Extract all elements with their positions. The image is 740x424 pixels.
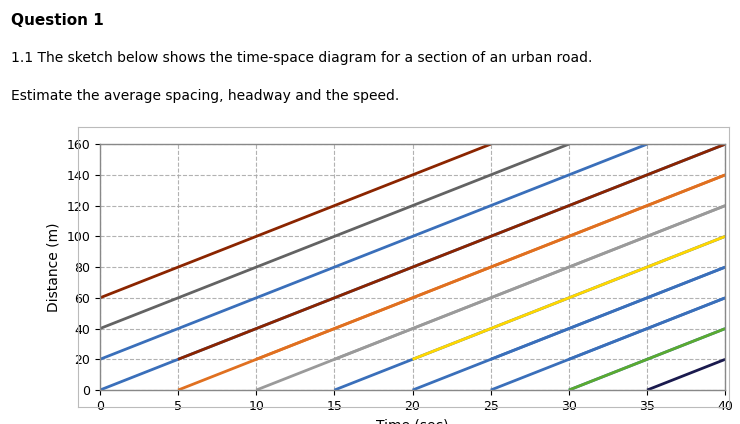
Text: Question 1: Question 1 xyxy=(11,13,104,28)
Text: 1.1 The sketch below shows the time-space diagram for a section of an urban road: 1.1 The sketch below shows the time-spac… xyxy=(11,51,593,65)
Text: Estimate the average spacing, headway and the speed.: Estimate the average spacing, headway an… xyxy=(11,89,400,103)
X-axis label: Time (sec): Time (sec) xyxy=(377,418,448,424)
Y-axis label: Distance (m): Distance (m) xyxy=(47,222,61,312)
